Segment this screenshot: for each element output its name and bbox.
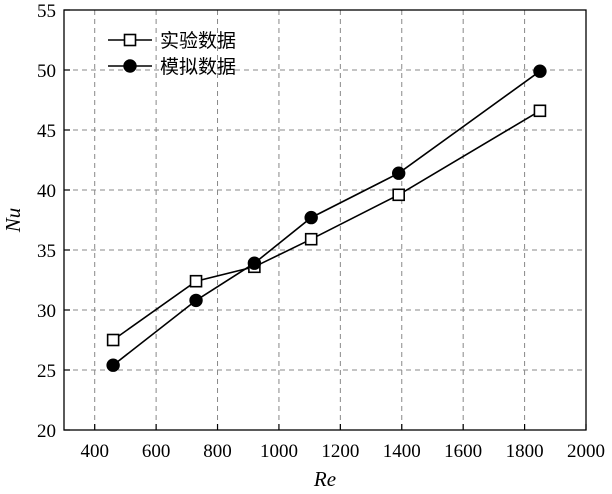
- x-tick-label: 2000: [567, 441, 605, 462]
- series-group: [106, 64, 547, 372]
- x-tick-label: 1600: [444, 441, 482, 462]
- data-point: [189, 274, 203, 288]
- x-tick-label: 1800: [506, 441, 544, 462]
- data-point: [106, 358, 120, 372]
- legend-label: 模拟数据: [160, 56, 236, 78]
- x-axis-title: Re: [313, 467, 336, 491]
- data-point: [247, 256, 262, 270]
- y-tick-label: 40: [37, 181, 56, 202]
- legend-label: 实验数据: [160, 30, 236, 52]
- y-tick-label: 50: [37, 61, 56, 82]
- data-point: [106, 333, 120, 347]
- data-point: [391, 166, 406, 180]
- series-2: [106, 64, 547, 372]
- series-line: [112, 70, 541, 366]
- data-point: [304, 210, 318, 225]
- x-tick-label: 800: [203, 441, 232, 462]
- data-point: [533, 104, 547, 118]
- series-line: [112, 110, 541, 341]
- data-point: [533, 64, 547, 78]
- data-point: [392, 188, 405, 202]
- y-tick-label: 35: [37, 241, 56, 262]
- y-tick-label: 55: [37, 1, 56, 22]
- legend-item: 模拟数据: [108, 56, 236, 78]
- x-tick-label: 1000: [260, 441, 298, 462]
- y-tick-label: 45: [37, 121, 56, 142]
- y-axis-title: Nu: [1, 208, 25, 234]
- data-point: [189, 293, 203, 308]
- data-point: [304, 232, 318, 246]
- x-tick-label: 600: [142, 441, 171, 462]
- y-tick-label: 20: [37, 421, 56, 442]
- y-tick-label: 25: [37, 361, 56, 382]
- x-tick-label: 400: [80, 441, 109, 462]
- axis-ticks: 400 600 800 1000 1200 1400 1600 1800 2000 20 25 30 3…: [37, 1, 605, 462]
- x-tick-label: 1200: [321, 441, 359, 462]
- y-tick-label: 30: [37, 301, 56, 322]
- grid-lines: [64, 10, 586, 430]
- x-tick-label: 1400: [383, 441, 421, 462]
- legend-item: 实验数据: [108, 30, 236, 52]
- plot-frame: [63, 9, 587, 431]
- legend-marker: [123, 59, 137, 73]
- legend-marker: [123, 33, 137, 47]
